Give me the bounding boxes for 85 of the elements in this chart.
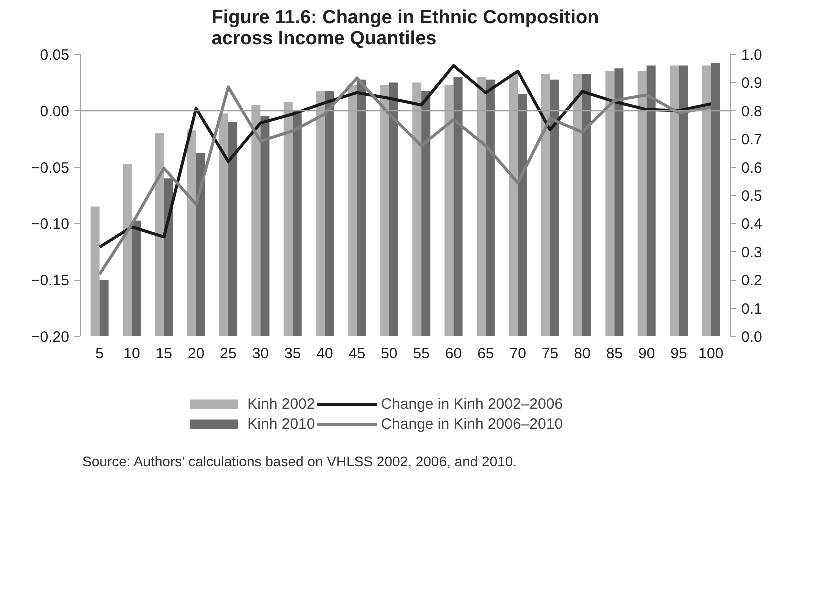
y-tick-label: −0.10 [32, 216, 70, 234]
bar [550, 80, 560, 336]
bar [646, 66, 656, 336]
y-tick-label: 0.05 [40, 47, 70, 64]
bar [316, 91, 326, 336]
x-tick-label: 80 [574, 346, 591, 362]
bar [357, 80, 366, 336]
bar [284, 102, 293, 336]
x-tick-label: 30 [252, 346, 270, 362]
x-tick-label: 15 [156, 346, 173, 362]
bar [614, 68, 624, 336]
x-tick-label: 20 [188, 346, 205, 362]
x-tick-label: 90 [638, 346, 656, 362]
bar [670, 66, 680, 336]
y2-tick-label: 0.6 [742, 160, 762, 177]
bar [325, 91, 334, 336]
bar [196, 153, 206, 336]
y-tick-label: −0.15 [32, 272, 70, 290]
bar [711, 62, 720, 336]
x-tick-label: 10 [124, 346, 140, 362]
x-tick-label: 95 [670, 346, 688, 362]
bar [260, 116, 270, 336]
x-tick-label: 60 [445, 346, 462, 362]
bar [132, 220, 141, 336]
legend-label: Change in Kinh 2006–2010 [381, 415, 564, 433]
bar [422, 91, 431, 336]
bar [252, 105, 261, 336]
bar [476, 77, 486, 336]
bar [509, 74, 518, 336]
bar [412, 82, 422, 336]
x-tick-label: 100 [698, 346, 724, 362]
x-tick-label: 85 [606, 346, 624, 362]
y2-tick-label: 0.3 [742, 244, 762, 262]
y2-tick-label: 0.0 [742, 329, 762, 346]
bar [486, 80, 495, 336]
chart-title: Figure 11.6: Change in Ethnic Composition across Income Quantiles [212, 8, 600, 50]
y2-tick-label: 0.2 [742, 272, 762, 290]
bar [220, 114, 229, 336]
y-tick-label: 0.00 [40, 103, 70, 120]
bar [164, 178, 174, 336]
y-tick-label: −0.05 [32, 160, 70, 177]
y-tick-label: −0.20 [32, 329, 70, 346]
x-tick-label: 25 [220, 346, 237, 362]
bar [228, 122, 238, 336]
y2-tick-label: 1.0 [742, 47, 762, 64]
x-tick-label: 40 [316, 346, 334, 362]
bar [90, 206, 100, 336]
y2-tick-label: 0.5 [742, 188, 762, 205]
bar [444, 86, 454, 336]
bar [187, 130, 196, 336]
y2-tick-label: 0.9 [742, 75, 762, 92]
x-tick-label: 70 [510, 346, 526, 362]
bar [122, 164, 132, 336]
legend-label: Kinh 2002 [248, 395, 316, 413]
x-tick-label: 55 [413, 346, 430, 362]
x-tick-label: 65 [478, 346, 494, 362]
x-tick-label: 35 [284, 346, 302, 362]
bar [389, 82, 398, 336]
bar [454, 77, 463, 336]
y2-tick-label: 0.8 [742, 103, 762, 120]
bar [702, 66, 712, 336]
x-tick-label: 50 [381, 346, 398, 362]
y2-tick-label: 0.4 [742, 216, 762, 234]
bar [155, 133, 164, 336]
bar [679, 66, 688, 336]
legend-label: Kinh 2010 [248, 415, 316, 433]
line-series [98, 64, 713, 249]
bar [582, 74, 592, 336]
y2-tick-label: 0.1 [742, 300, 762, 318]
x-tick-label: 75 [542, 346, 559, 362]
bar [380, 86, 390, 336]
bar [518, 94, 528, 336]
bar [348, 86, 358, 336]
bar [292, 110, 302, 336]
bar [638, 71, 647, 336]
source-note: Source: Authors’ calculations based on VHLSS 2002, 2006, and 2010. [82, 454, 518, 470]
bar [606, 71, 615, 336]
bar [541, 74, 550, 336]
x-tick-label: 45 [348, 346, 366, 362]
x-tick-label: 5 [96, 346, 104, 362]
legend-label: Change in Kinh 2002–2006 [381, 395, 564, 413]
bar [100, 280, 109, 336]
line-series [98, 76, 713, 276]
y2-tick-label: 0.7 [742, 132, 762, 149]
bar [573, 74, 582, 336]
